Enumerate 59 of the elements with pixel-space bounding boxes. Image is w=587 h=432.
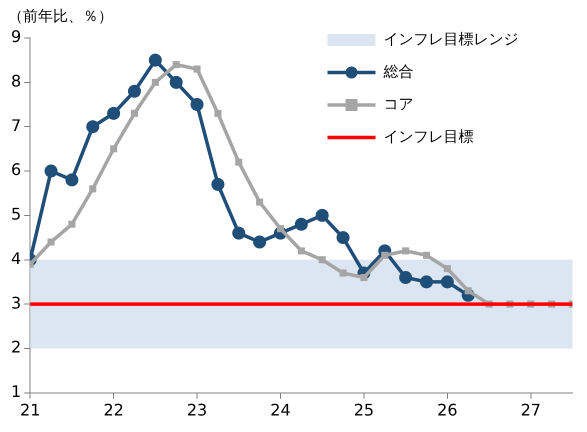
- y-tick-label: 4: [10, 248, 22, 268]
- point: [340, 270, 347, 277]
- point: [422, 252, 430, 259]
- point: [256, 198, 264, 206]
- x-tick-label: 23: [186, 400, 208, 420]
- point: [316, 208, 329, 222]
- point: [381, 252, 388, 259]
- x-tick-label: 22: [103, 400, 124, 420]
- y-axis-title: （前年比、％）: [8, 6, 113, 25]
- point: [65, 173, 78, 186]
- point: [211, 178, 224, 191]
- point: [172, 61, 180, 68]
- point: [190, 98, 204, 112]
- y-tick-label: 9: [10, 27, 22, 46]
- point: [402, 247, 410, 254]
- point: [148, 54, 162, 67]
- point: [152, 78, 159, 86]
- y-tick-label: 5: [10, 204, 22, 224]
- x-tick-label: 21: [20, 400, 40, 420]
- legend-label: インフレ目標: [384, 127, 474, 146]
- point: [194, 66, 201, 73]
- point: [360, 274, 368, 282]
- point: [253, 236, 266, 249]
- point: [68, 220, 76, 228]
- point: [110, 145, 118, 152]
- point: [232, 226, 246, 240]
- point: [464, 287, 472, 294]
- point: [420, 275, 433, 288]
- point: [318, 256, 326, 264]
- point: [444, 265, 451, 272]
- point: [276, 225, 284, 232]
- point: [130, 110, 138, 117]
- y-tick-label: 1: [10, 382, 22, 401]
- point: [86, 120, 100, 134]
- x-tick-label: 27: [520, 400, 541, 420]
- x-tick-label: 24: [270, 400, 291, 420]
- legend-label: インフレ目標レンジ: [384, 30, 518, 48]
- legend-label: コア: [384, 94, 414, 113]
- point: [214, 110, 222, 117]
- point: [294, 218, 308, 231]
- point: [336, 231, 350, 244]
- point: [89, 185, 96, 192]
- point: [44, 164, 58, 178]
- point: [128, 84, 141, 98]
- y-tick-label: 2: [10, 338, 22, 357]
- x-tick-label: 25: [354, 400, 374, 420]
- point: [440, 275, 454, 288]
- point: [298, 247, 305, 254]
- legend-label: 総合: [382, 62, 414, 80]
- point: [399, 270, 412, 284]
- y-tick-label: 7: [10, 116, 22, 135]
- x-tick-label: 26: [437, 400, 458, 420]
- point: [235, 158, 242, 166]
- y-tick-label: 6: [10, 160, 22, 180]
- point: [170, 76, 183, 89]
- y-tick-label: 8: [10, 72, 22, 91]
- point: [48, 238, 55, 246]
- point: [107, 106, 120, 120]
- y-tick-label: 3: [10, 293, 22, 312]
